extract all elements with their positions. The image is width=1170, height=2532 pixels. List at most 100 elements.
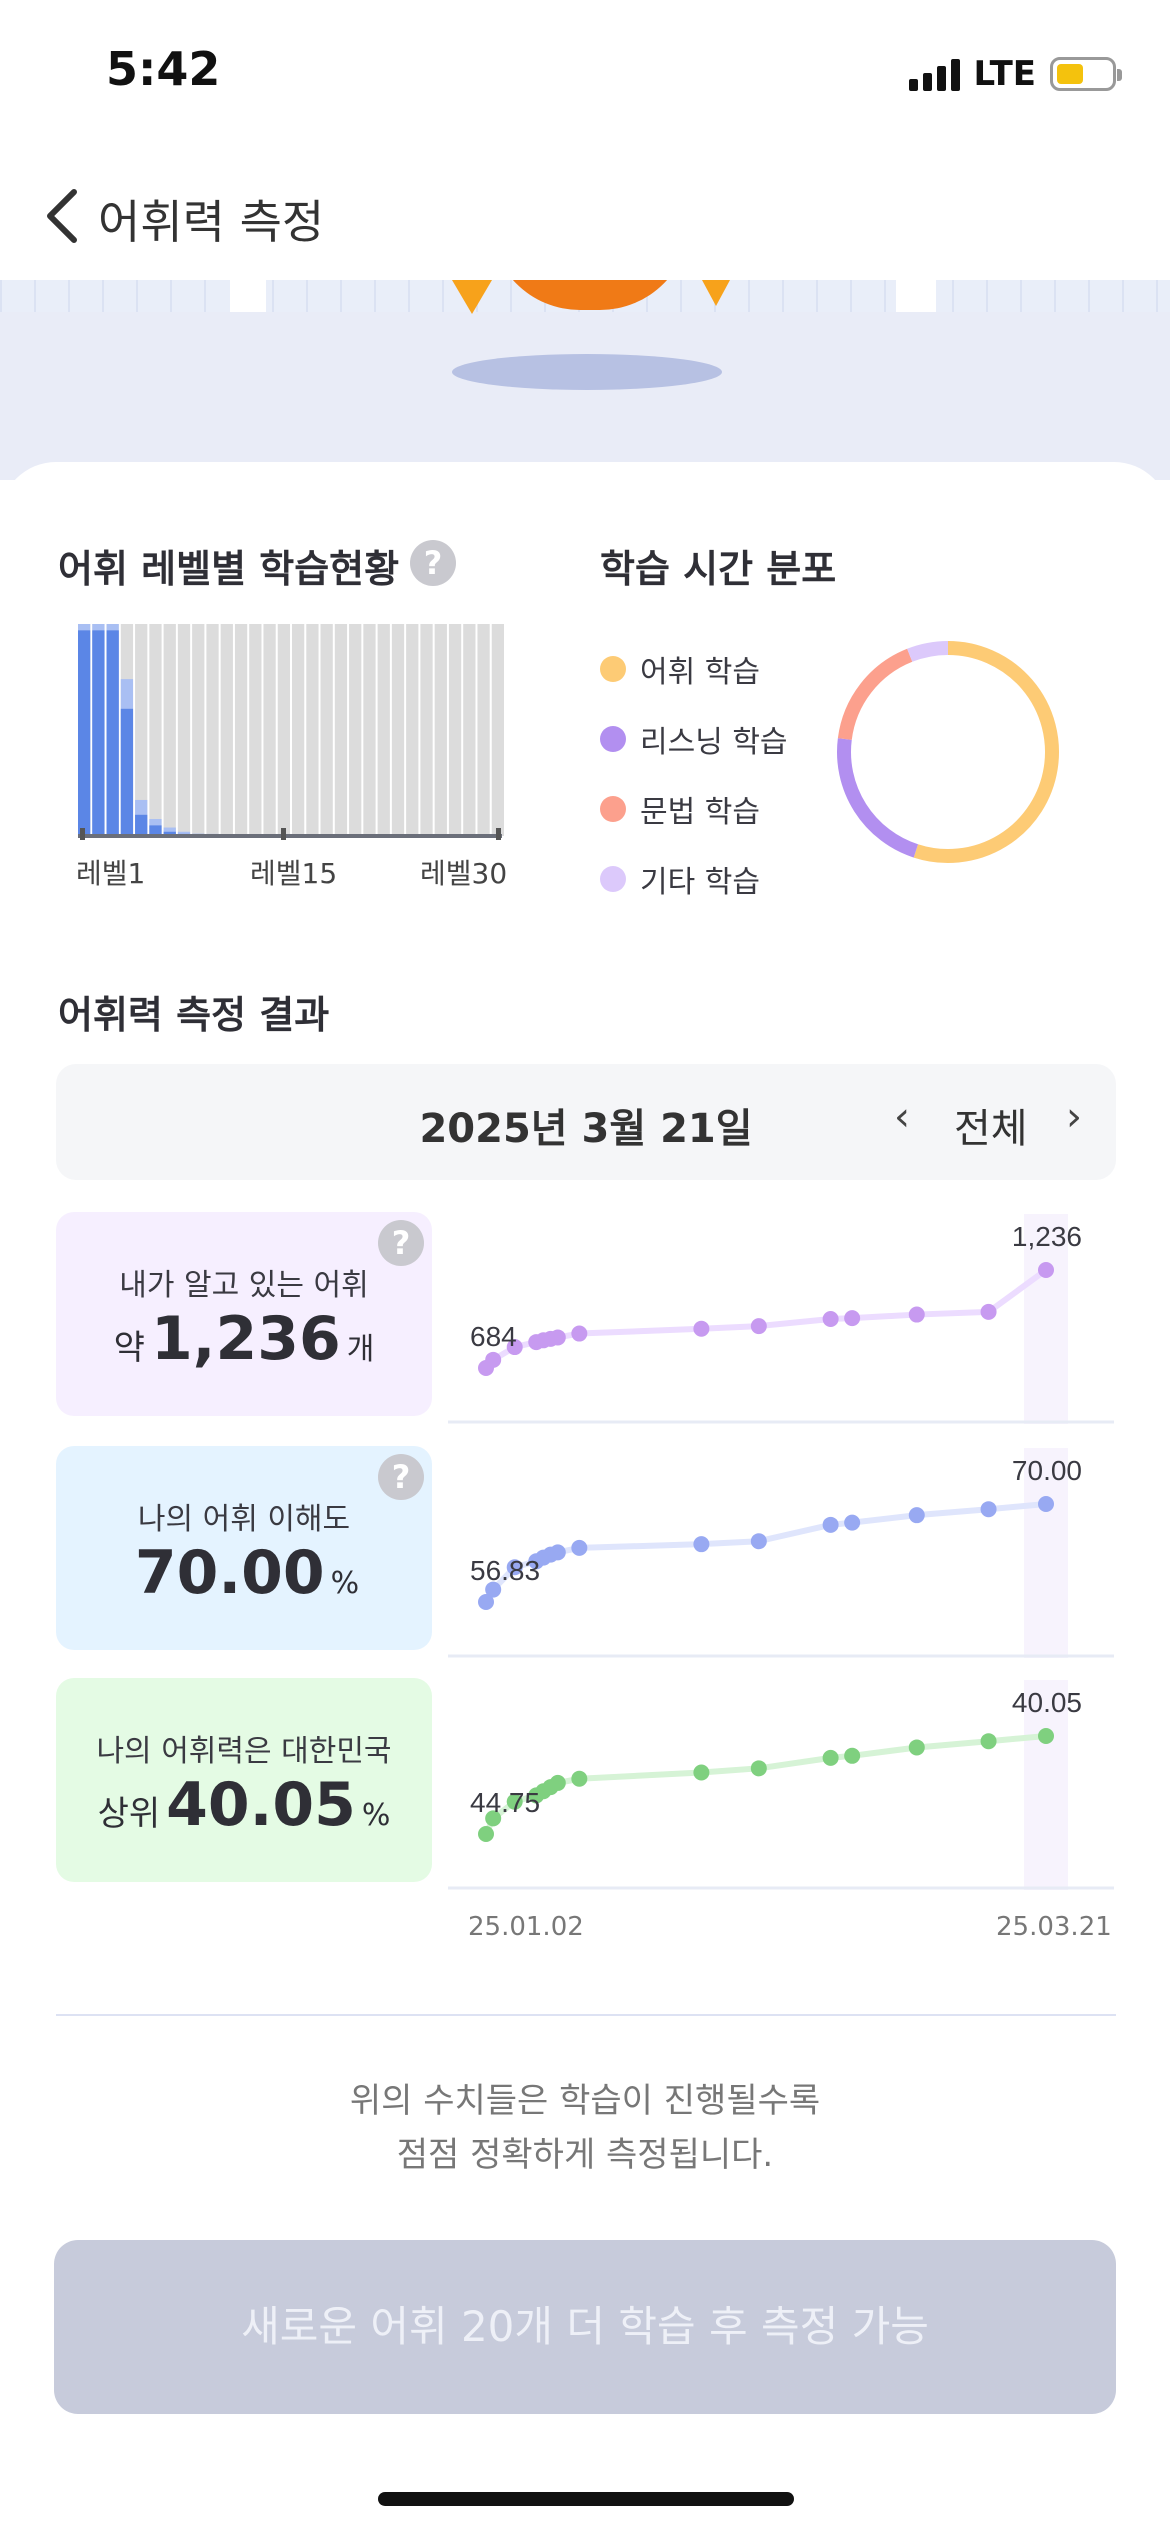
legend-item-other: 기타 학습 bbox=[600, 844, 788, 914]
data-point bbox=[478, 1594, 494, 1610]
stat-prefix: 약 bbox=[113, 1328, 145, 1368]
data-point bbox=[549, 1329, 566, 1346]
level-bar-mastered bbox=[163, 831, 176, 836]
donut-slice bbox=[837, 738, 919, 858]
stat-label: 내가 알고 있는 어휘 bbox=[119, 1268, 369, 1303]
divider bbox=[56, 2014, 1116, 2016]
help-icon[interactable]: ? bbox=[378, 1454, 424, 1500]
level-bar-bg bbox=[135, 624, 148, 836]
legend-dot bbox=[600, 726, 626, 752]
donut-slice bbox=[913, 641, 1059, 863]
level-bar-bg bbox=[477, 624, 490, 836]
stat-label: 나의 어휘 이해도 bbox=[137, 1502, 351, 1537]
vocab-count-chart: 684 1,236 bbox=[448, 1214, 1114, 1424]
understanding-card: ? 나의 어휘 이해도 70.00% bbox=[56, 1446, 432, 1650]
legend-dot bbox=[600, 796, 626, 822]
histogram-label-level15: 레벨15 bbox=[250, 857, 338, 890]
stat-value-row: 상위 40.05% bbox=[56, 1770, 432, 1840]
battery-icon bbox=[1050, 57, 1122, 91]
stat-value-row: 70.00% bbox=[56, 1538, 432, 1608]
level-bar-bg bbox=[420, 624, 433, 836]
data-point bbox=[822, 1516, 839, 1533]
level-bar-bg bbox=[249, 624, 262, 836]
signal-icon bbox=[908, 57, 960, 91]
data-point bbox=[750, 1760, 767, 1777]
legend-item-vocab: 어휘 학습 bbox=[600, 634, 788, 704]
result-section-title: 어휘력 측정 결과 bbox=[58, 993, 330, 1037]
level-bar-bg bbox=[391, 624, 405, 836]
level-bar-mastered bbox=[120, 708, 134, 836]
level-bar-bg bbox=[163, 624, 176, 836]
stat-value: 70.00 bbox=[134, 1538, 325, 1608]
level-bar-bg bbox=[334, 624, 348, 836]
next-date-icon[interactable]: › bbox=[1066, 1094, 1082, 1140]
legend-label: 리스닝 학습 bbox=[640, 725, 788, 760]
data-point bbox=[908, 1507, 925, 1524]
data-point bbox=[908, 1306, 925, 1323]
back-arrow-icon[interactable] bbox=[40, 184, 90, 248]
level-bar-bg bbox=[206, 624, 219, 836]
data-point bbox=[485, 1351, 502, 1368]
histogram-axis bbox=[78, 834, 502, 838]
data-point bbox=[571, 1539, 588, 1556]
level-bar-bg bbox=[463, 624, 476, 836]
axis-tick bbox=[80, 828, 85, 840]
histogram-label-level30: 레벨30 bbox=[420, 857, 508, 890]
date-selector: 2025년 3월 21일 ‹ 전체 › bbox=[56, 1064, 1116, 1180]
histogram-label-level1: 레벨1 bbox=[76, 857, 146, 890]
data-point bbox=[822, 1311, 839, 1327]
data-point bbox=[693, 1320, 710, 1337]
measure-button[interactable]: 새로운 어휘 20개 더 학습 후 측정 가능 bbox=[54, 2240, 1116, 2414]
donut-slice bbox=[907, 641, 949, 662]
status-indicators: LTE bbox=[908, 54, 1122, 94]
data-point bbox=[506, 1559, 523, 1576]
help-icon[interactable]: ? bbox=[410, 540, 456, 586]
end-value-label: 70.00 bbox=[1012, 1455, 1082, 1486]
legend-dot bbox=[600, 656, 626, 682]
time-legend: 어휘 학습 리스닝 학습 문법 학습 기타 학습 bbox=[600, 634, 788, 914]
selected-date: 2025년 3월 21일 bbox=[419, 1106, 753, 1152]
level-bar-bg bbox=[320, 624, 333, 836]
level-bar-mastered bbox=[78, 630, 91, 836]
data-point bbox=[980, 1733, 997, 1750]
stat-value-row: 약 1,236 개 bbox=[56, 1304, 432, 1374]
help-icon[interactable]: ? bbox=[378, 1220, 424, 1266]
level-bar-bg bbox=[234, 624, 248, 836]
stat-value: 40.05 bbox=[166, 1770, 356, 1840]
level-bar-bg bbox=[177, 624, 191, 836]
legend-label: 어휘 학습 bbox=[640, 655, 760, 690]
data-point bbox=[844, 1514, 861, 1531]
data-point bbox=[693, 1764, 710, 1781]
data-point bbox=[693, 1536, 710, 1553]
current-highlight bbox=[1024, 1448, 1068, 1658]
data-point bbox=[844, 1310, 861, 1327]
stat-unit: 개 bbox=[346, 1332, 375, 1367]
prev-date-icon[interactable]: ‹ bbox=[894, 1094, 910, 1140]
data-point bbox=[571, 1770, 588, 1787]
data-point bbox=[1038, 1496, 1054, 1512]
level-bar-mastered bbox=[135, 814, 148, 836]
level-bar-bg bbox=[149, 624, 162, 836]
rank-chart: 44.75 40.05 bbox=[448, 1680, 1114, 1890]
rank-card: 나의 어휘력은 대한민국 상위 40.05% bbox=[56, 1678, 432, 1882]
x-axis-start-label: 25.01.02 bbox=[468, 1912, 584, 1942]
period-selector[interactable]: 전체 bbox=[954, 1106, 1028, 1152]
stat-unit: % bbox=[330, 1566, 360, 1601]
end-value-label: 1,236 bbox=[1012, 1221, 1082, 1252]
understanding-chart: 56.83 70.00 bbox=[448, 1448, 1114, 1658]
donut-slice bbox=[837, 648, 913, 741]
level-bar-bg bbox=[263, 624, 276, 836]
level-bar-bg bbox=[220, 624, 233, 836]
current-highlight bbox=[1024, 1214, 1068, 1424]
legend-label: 기타 학습 bbox=[640, 865, 760, 900]
data-point bbox=[844, 1747, 861, 1764]
data-point bbox=[980, 1501, 997, 1518]
footer-note-line2: 점점 정확하게 측정됩니다. bbox=[396, 2135, 774, 2175]
series-line bbox=[483, 1501, 1047, 1604]
current-highlight bbox=[1024, 1680, 1068, 1890]
data-point bbox=[485, 1810, 502, 1827]
end-value-label: 40.05 bbox=[1012, 1687, 1082, 1718]
stat-unit: % bbox=[361, 1798, 391, 1833]
status-time: 5:42 bbox=[106, 42, 221, 96]
stat-label: 나의 어휘력은 대한민국 bbox=[96, 1734, 392, 1769]
